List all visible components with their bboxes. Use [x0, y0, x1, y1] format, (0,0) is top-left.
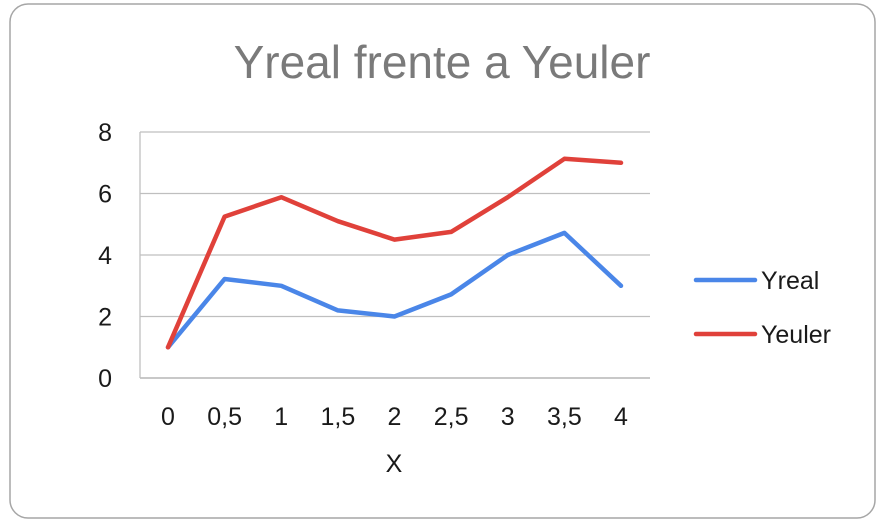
x-tick-label: 3	[501, 403, 515, 431]
legend: Yreal Yeuler	[693, 267, 831, 349]
x-tick-label: 3,5	[547, 403, 582, 431]
y-axis-ticks: 0 2 4 6 8	[98, 119, 112, 393]
x-tick-label: 1,5	[320, 403, 355, 431]
series-lines	[165, 156, 624, 350]
y-tick-label: 6	[98, 181, 112, 209]
y-tick-label: 2	[98, 304, 112, 332]
x-tick-label: 0,5	[207, 403, 242, 431]
series-line-yeuler	[165, 156, 624, 350]
y-tick-label: 4	[98, 242, 112, 270]
y-tick-label: 0	[98, 365, 112, 393]
x-tick-label: 2	[388, 403, 402, 431]
x-axis-label: X	[386, 450, 403, 478]
x-tick-label: 0	[161, 403, 175, 431]
x-axis-ticks: 0 0,5 1 1,5 2 2,5 3 3,5 4	[161, 403, 628, 431]
chart-title: Yreal frente a Yeuler	[234, 36, 651, 88]
x-tick-label: 2,5	[434, 403, 469, 431]
x-tick-label: 1	[274, 403, 288, 431]
legend-label-yreal: Yreal	[761, 267, 819, 295]
legend-label-yeuler: Yeuler	[761, 321, 831, 349]
x-tick-label: 4	[614, 403, 628, 431]
series-line-yreal	[165, 230, 624, 350]
y-tick-label: 8	[98, 119, 112, 147]
